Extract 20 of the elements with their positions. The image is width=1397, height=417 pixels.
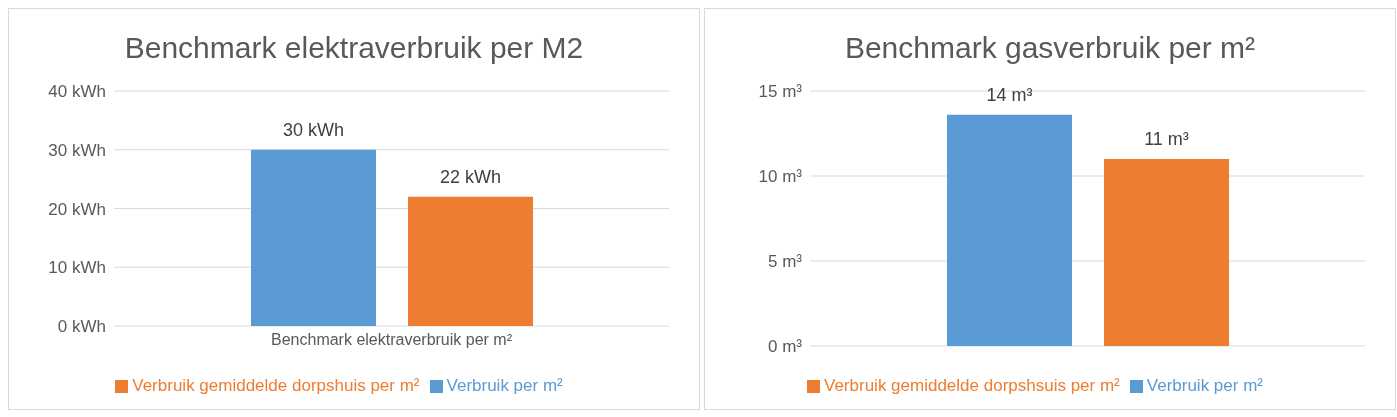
y-tick-label: 5 m³ [768, 252, 803, 272]
y-tick-label: 10 kWh [48, 258, 106, 278]
data-label: 14 m³ [986, 84, 1033, 105]
y-tick-label: 0 m³ [768, 337, 803, 357]
data-label: 11 m³ [1144, 129, 1189, 149]
y-tick-label: 20 kWh [48, 199, 106, 219]
legend-label: Verbruik per m² [1146, 376, 1263, 395]
y-tick-label: 0 kWh [57, 317, 106, 337]
y-tick-label: 40 kWh [48, 82, 106, 102]
y-tick-label: 30 kWh [48, 140, 106, 160]
chart-title: Benchmark gasverbruik per m² [843, 31, 1257, 66]
data-label: 30 kWh [282, 119, 345, 140]
legend-label: Verbruik per m² [446, 376, 563, 395]
x-tick-label: Benchmark elektraverbruik per m² [271, 331, 513, 349]
legend-label: Verbruik gemiddelde dorpshsuis per m² [824, 376, 1120, 395]
y-tick-label: 15 m³ [758, 82, 803, 102]
data-label: 22 kWh [439, 166, 502, 187]
legend-label: Verbruik gemiddelde dorpshuis per m² [132, 376, 420, 395]
y-tick-label: 10 m³ [758, 167, 803, 187]
chart-title: Benchmark elektraverbruik per M2 [123, 31, 585, 66]
